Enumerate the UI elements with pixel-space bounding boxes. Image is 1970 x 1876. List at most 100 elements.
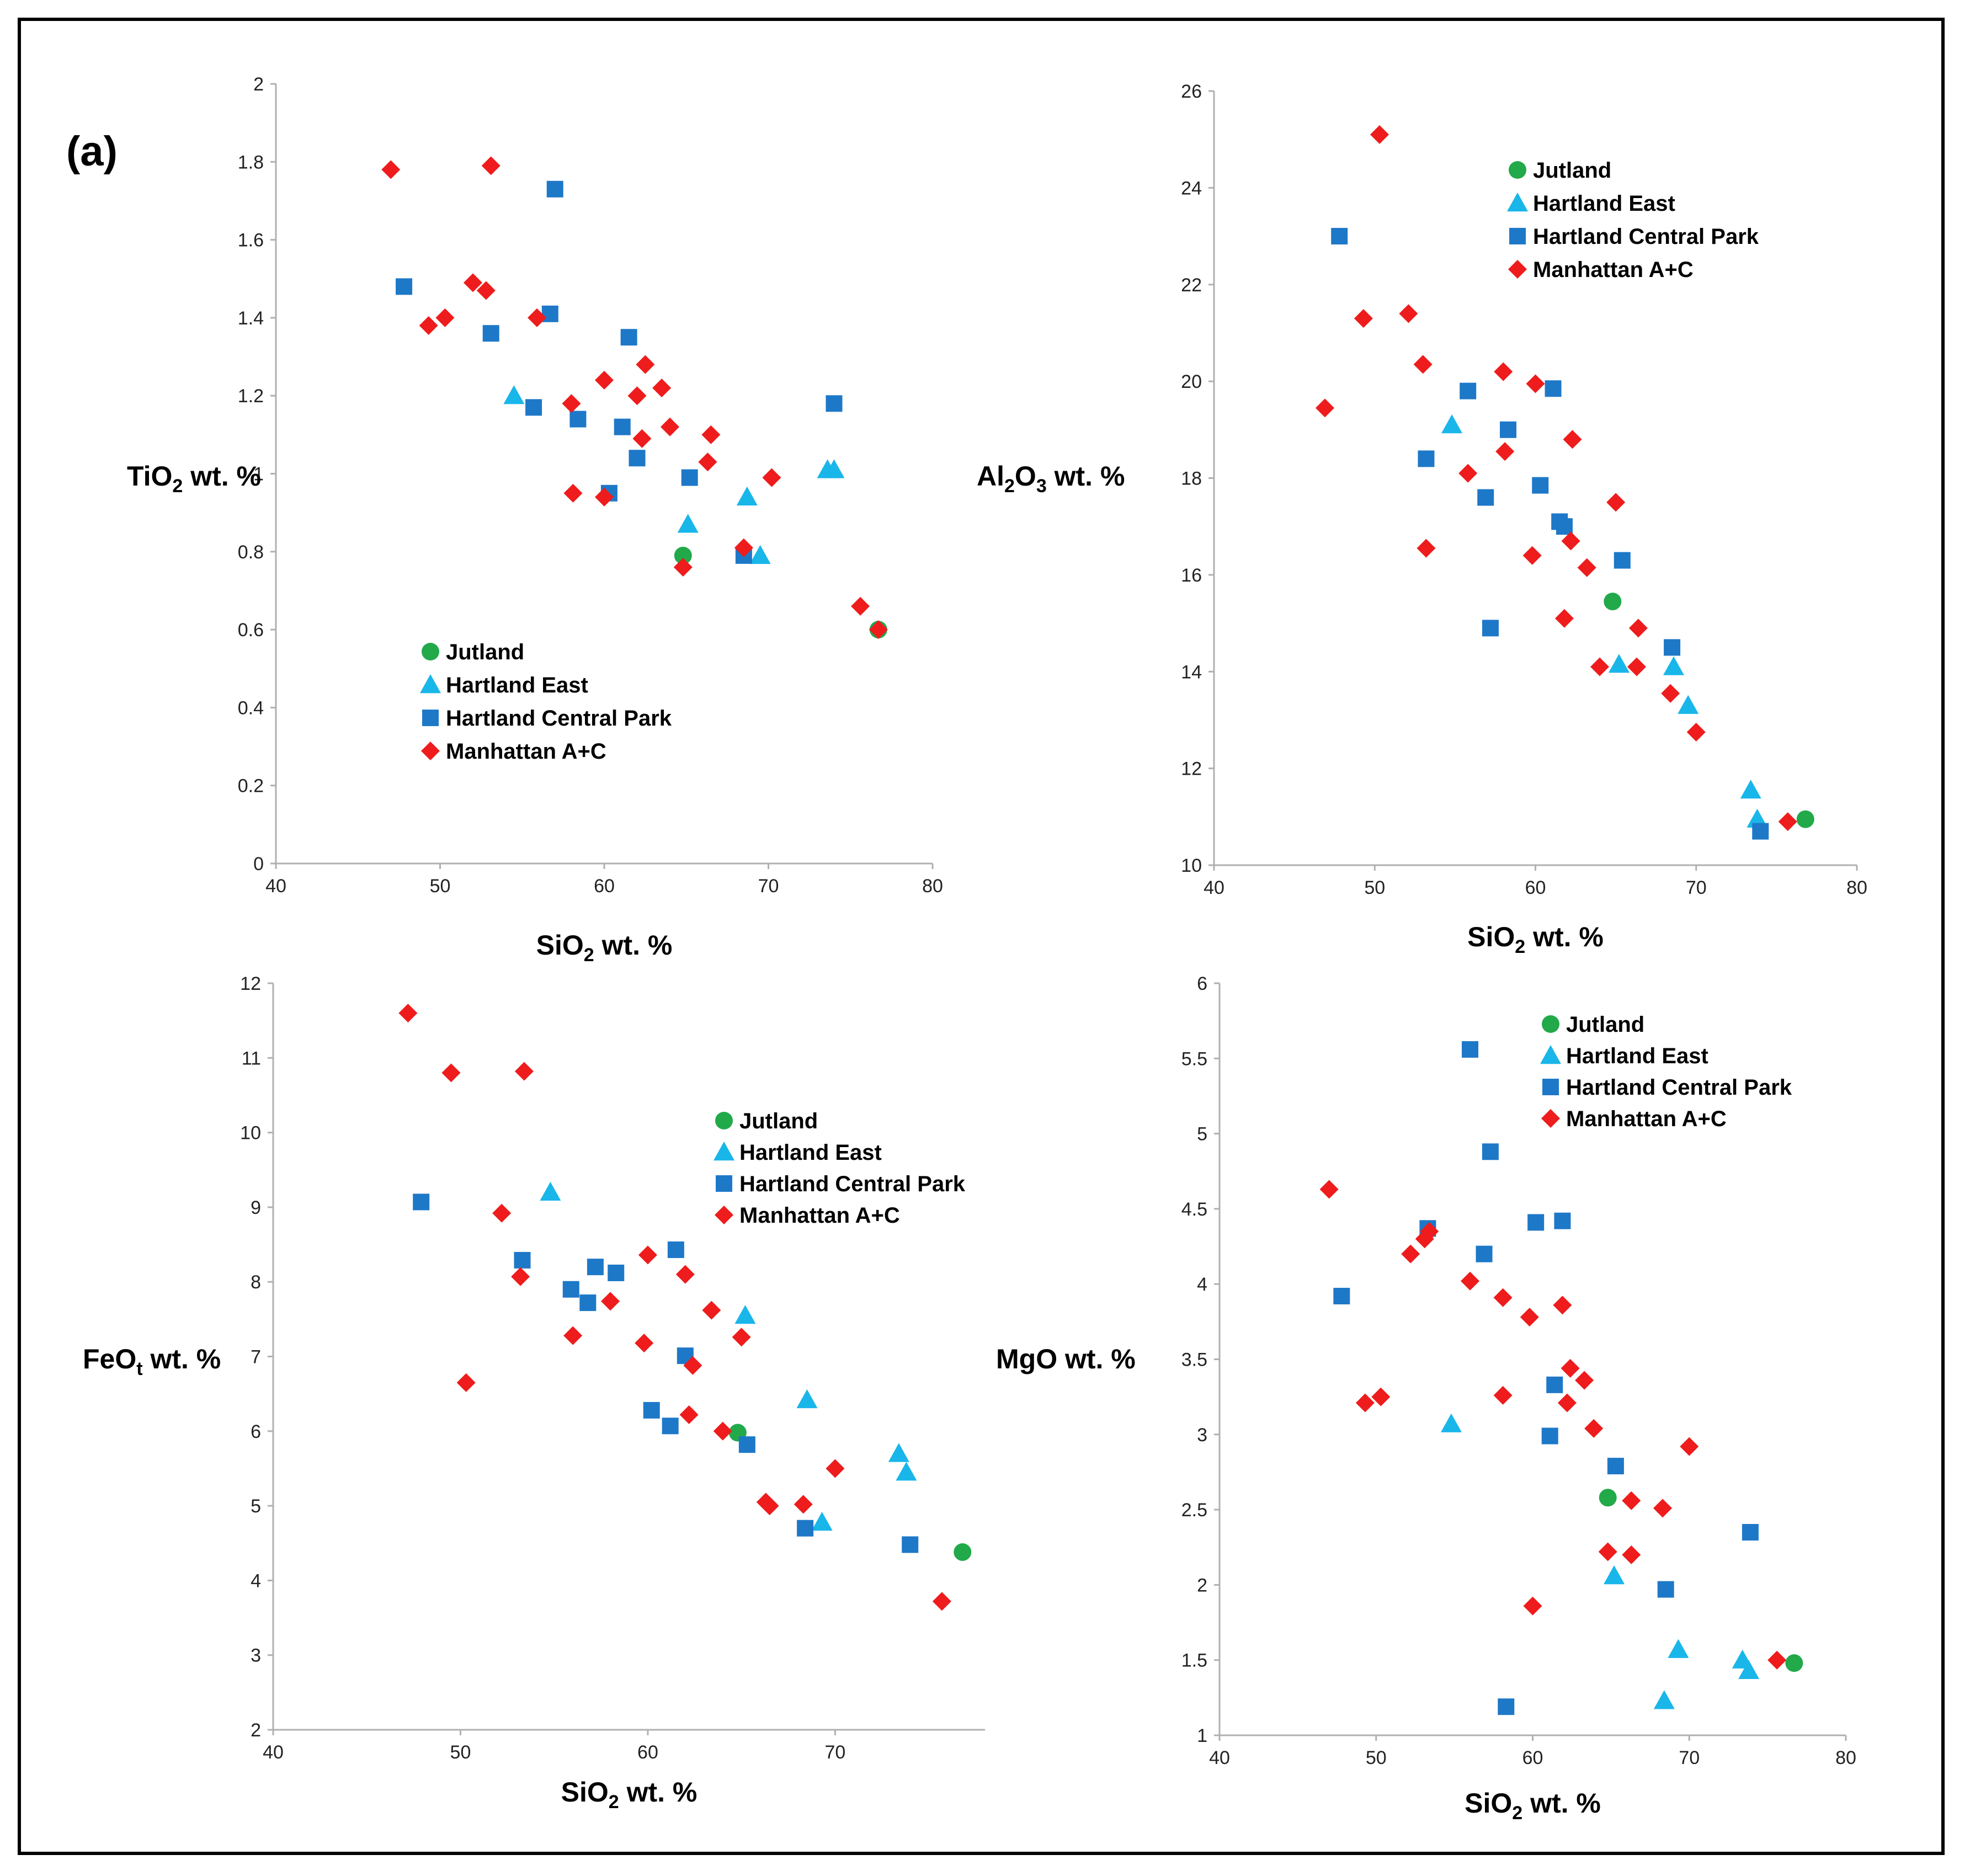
data-point xyxy=(796,1389,818,1409)
x-tick-label: 70 xyxy=(1679,1747,1700,1768)
data-point xyxy=(1742,1523,1759,1541)
legend-label-jutland: Jutland xyxy=(1533,158,1611,183)
data-point xyxy=(476,281,496,300)
series-jutland xyxy=(674,546,887,639)
chart-panel-feot: 2 3 4 5 6 7 8 9 10 11 12 40 50 60 70 SiO2 wt. % FeOt wt.… xyxy=(83,973,985,1813)
data-point xyxy=(1678,695,1699,714)
data-point xyxy=(652,379,672,398)
data-point xyxy=(614,418,631,435)
x-tick-label: 70 xyxy=(825,1742,846,1763)
y-tick-label: 0.2 xyxy=(238,776,264,797)
y-tick-label: 1 xyxy=(253,464,264,485)
data-point xyxy=(1523,1596,1542,1616)
y-axis-label: MgO wt. % xyxy=(996,1344,1136,1374)
data-point xyxy=(797,1520,814,1537)
data-point xyxy=(1604,593,1622,611)
data-point xyxy=(595,370,614,390)
legend-marker-manhattan-a-c xyxy=(1508,260,1527,279)
data-point xyxy=(629,450,646,467)
x-tick-label: 50 xyxy=(1364,877,1385,898)
y-axis-label: TiO2 wt. % xyxy=(127,461,261,497)
data-point xyxy=(1778,812,1797,832)
x-tick-label: 50 xyxy=(450,1742,471,1763)
data-point xyxy=(1663,656,1684,675)
data-point xyxy=(1520,1308,1539,1327)
data-point xyxy=(675,1265,695,1284)
data-point xyxy=(869,620,888,639)
data-point xyxy=(794,1495,813,1514)
data-point xyxy=(579,1294,597,1312)
legend: Jutland Hartland East Hartland Central Par… xyxy=(1540,1012,1792,1131)
data-point xyxy=(1553,1296,1572,1315)
x-tick-label: 70 xyxy=(1686,877,1707,898)
data-point xyxy=(1738,1660,1760,1679)
series-hartland-central-park xyxy=(1331,228,1769,840)
y-tick-label: 4 xyxy=(251,1570,261,1591)
legend-label-jutland: Jutland xyxy=(1566,1012,1644,1037)
data-point xyxy=(1785,1654,1803,1672)
data-point xyxy=(1418,450,1435,467)
legend: Jutland Hartland East Hartland Central Par… xyxy=(1507,158,1759,282)
data-point xyxy=(514,1251,531,1269)
legend-label-hartland-central-park: Hartland Central Park xyxy=(1566,1075,1792,1100)
x-tick-label: 80 xyxy=(1835,1747,1856,1768)
data-point xyxy=(1556,518,1573,535)
y-tick-label: 5 xyxy=(1197,1124,1207,1145)
data-point xyxy=(896,1462,917,1481)
data-point xyxy=(1554,609,1574,628)
data-point xyxy=(932,1592,951,1611)
data-point xyxy=(1554,1212,1571,1229)
data-point xyxy=(673,558,693,577)
data-point xyxy=(762,468,781,487)
figure-frame xyxy=(18,18,1945,1855)
data-point xyxy=(1653,1690,1675,1709)
data-point xyxy=(1577,558,1596,577)
figure-label: (a) xyxy=(66,128,118,175)
data-point xyxy=(698,452,717,472)
y-tick-label: 1.2 xyxy=(238,386,264,407)
y-tick-label: 5.5 xyxy=(1181,1048,1207,1069)
data-point xyxy=(620,329,637,346)
data-point xyxy=(1482,620,1499,637)
y-tick-label: 24 xyxy=(1181,178,1202,199)
legend-marker-jutland xyxy=(1509,161,1526,179)
y-tick-label: 3 xyxy=(251,1645,261,1666)
data-point xyxy=(562,394,581,413)
y-tick-label: 22 xyxy=(1181,275,1202,296)
legend-label-hartland-east: Hartland East xyxy=(739,1140,882,1165)
legend-marker-jutland xyxy=(1542,1015,1559,1033)
y-tick-label: 8 xyxy=(251,1272,261,1293)
data-point xyxy=(679,1405,699,1425)
data-point xyxy=(492,1203,512,1223)
data-point xyxy=(734,538,753,557)
data-point xyxy=(760,1496,779,1516)
data-point xyxy=(1584,1419,1604,1438)
data-point xyxy=(1494,362,1513,381)
data-point xyxy=(1440,1413,1462,1432)
legend-marker-manhattan-a-c xyxy=(715,1206,733,1224)
series-hartland-central-park xyxy=(396,180,843,564)
legend: Jutland Hartland East Hartland Central Par… xyxy=(420,640,672,764)
x-tick-label: 60 xyxy=(594,876,615,897)
legend-marker-manhattan-a-c xyxy=(421,742,440,760)
data-point xyxy=(1461,1271,1479,1291)
series-hartland-east xyxy=(1440,1413,1760,1709)
data-point xyxy=(595,487,614,507)
x-tick-label: 70 xyxy=(758,876,779,897)
legend-label-hartland-central-park: Hartland Central Park xyxy=(446,706,672,731)
data-point xyxy=(677,514,699,533)
legend-marker-hartland-east xyxy=(420,674,441,694)
data-point xyxy=(464,273,482,292)
x-tick-label: 60 xyxy=(637,1742,658,1763)
data-point xyxy=(1315,398,1334,418)
data-point xyxy=(1498,1698,1515,1715)
data-point xyxy=(587,1259,604,1276)
data-point xyxy=(601,1292,620,1311)
data-point xyxy=(1413,355,1433,374)
data-point xyxy=(662,1417,679,1435)
y-tick-label: 2.5 xyxy=(1181,1500,1207,1521)
data-point xyxy=(1399,304,1418,323)
data-point xyxy=(1522,546,1542,565)
x-tick-label: 80 xyxy=(1846,877,1867,898)
